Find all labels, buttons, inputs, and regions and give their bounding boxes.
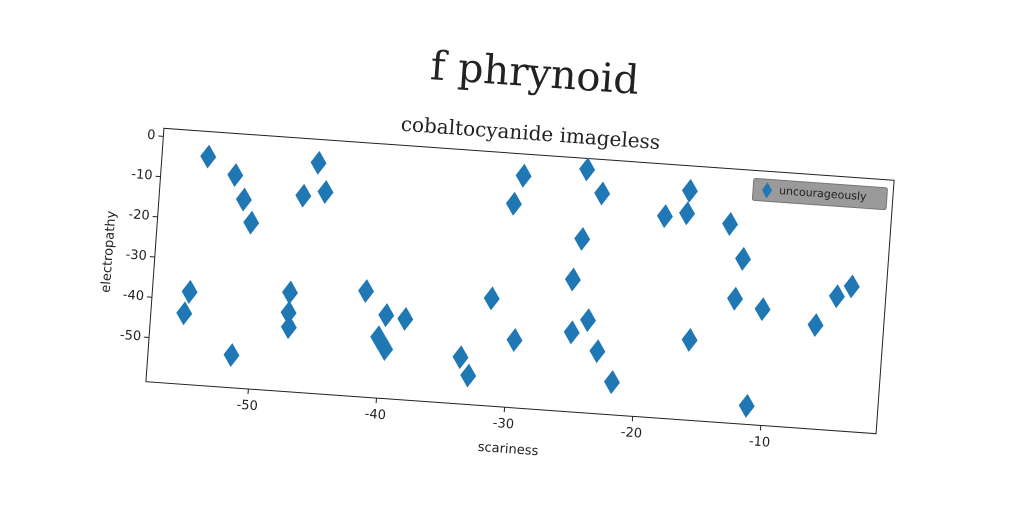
- scatter-point: [505, 191, 522, 216]
- y-tick-label: -40: [122, 288, 144, 304]
- scatter-point: [181, 279, 198, 304]
- y-axis-label: electropathy: [99, 210, 120, 293]
- scatter-point: [681, 178, 698, 203]
- x-tick-label: -40: [364, 407, 386, 423]
- scatter-point: [679, 201, 696, 226]
- scatter-point: [735, 246, 751, 271]
- scatter-point: [317, 180, 334, 204]
- chart-body: f phrynoid cobaltocyanide imageless scar…: [99, 43, 895, 459]
- x-tick-label: -20: [620, 425, 642, 441]
- scatter-point: [515, 163, 532, 188]
- scatter-point: [828, 284, 845, 309]
- scatter-point: [176, 301, 193, 326]
- scatter-point: [397, 306, 414, 331]
- legend-marker: [762, 182, 773, 199]
- scatter-point: [754, 297, 771, 322]
- scatter-point: [589, 339, 606, 364]
- scatter-point: [227, 163, 244, 188]
- plot-frame: [145, 127, 895, 435]
- legend-box: [751, 177, 888, 211]
- scatter-point: [377, 337, 394, 361]
- y-tick-label: -10: [131, 167, 153, 183]
- scatter-point: [200, 144, 217, 169]
- scatter-point: [282, 280, 298, 305]
- scatter-point: [460, 363, 477, 388]
- scatter-point: [681, 327, 698, 352]
- x-tick-label: -50: [236, 398, 258, 414]
- scatter-point: [579, 157, 596, 182]
- x-tick-label: -10: [748, 434, 770, 450]
- scatter-point: [280, 315, 297, 340]
- legend-label: uncourageously: [779, 184, 868, 203]
- scatter-point: [370, 325, 387, 350]
- scatter-point: [574, 226, 591, 251]
- scatter-point: [603, 370, 620, 395]
- scatter-point: [738, 393, 755, 418]
- y-tick-label: -50: [119, 328, 141, 344]
- y-tick-label: -20: [128, 207, 150, 223]
- scatter-point: [656, 204, 673, 229]
- scatter-point: [843, 274, 860, 299]
- scatter-point: [378, 303, 395, 328]
- scatter-point: [506, 328, 523, 352]
- scatter-point: [580, 308, 597, 333]
- scatter-point: [722, 212, 739, 236]
- scatter-point: [452, 345, 469, 370]
- scatter-point: [727, 286, 744, 311]
- scatter-point: [594, 181, 611, 206]
- scatter-point: [807, 313, 824, 338]
- x-tick-label: -30: [492, 416, 514, 432]
- scatter-point: [563, 320, 580, 345]
- scatter-point: [235, 187, 252, 212]
- y-tick-label: 0: [147, 128, 156, 144]
- scatter-point: [223, 343, 240, 368]
- scatter-point: [358, 279, 375, 304]
- scatter-point: [310, 150, 327, 175]
- scatter-point: [280, 300, 297, 325]
- scatter-point: [483, 286, 500, 311]
- x-axis-label: scariness: [477, 440, 539, 459]
- y-tick-label: -30: [125, 247, 147, 263]
- scatter-point: [295, 183, 312, 208]
- scatter-point: [243, 210, 260, 235]
- chart-title: f phrynoid: [429, 43, 641, 104]
- scatter-point: [564, 267, 581, 292]
